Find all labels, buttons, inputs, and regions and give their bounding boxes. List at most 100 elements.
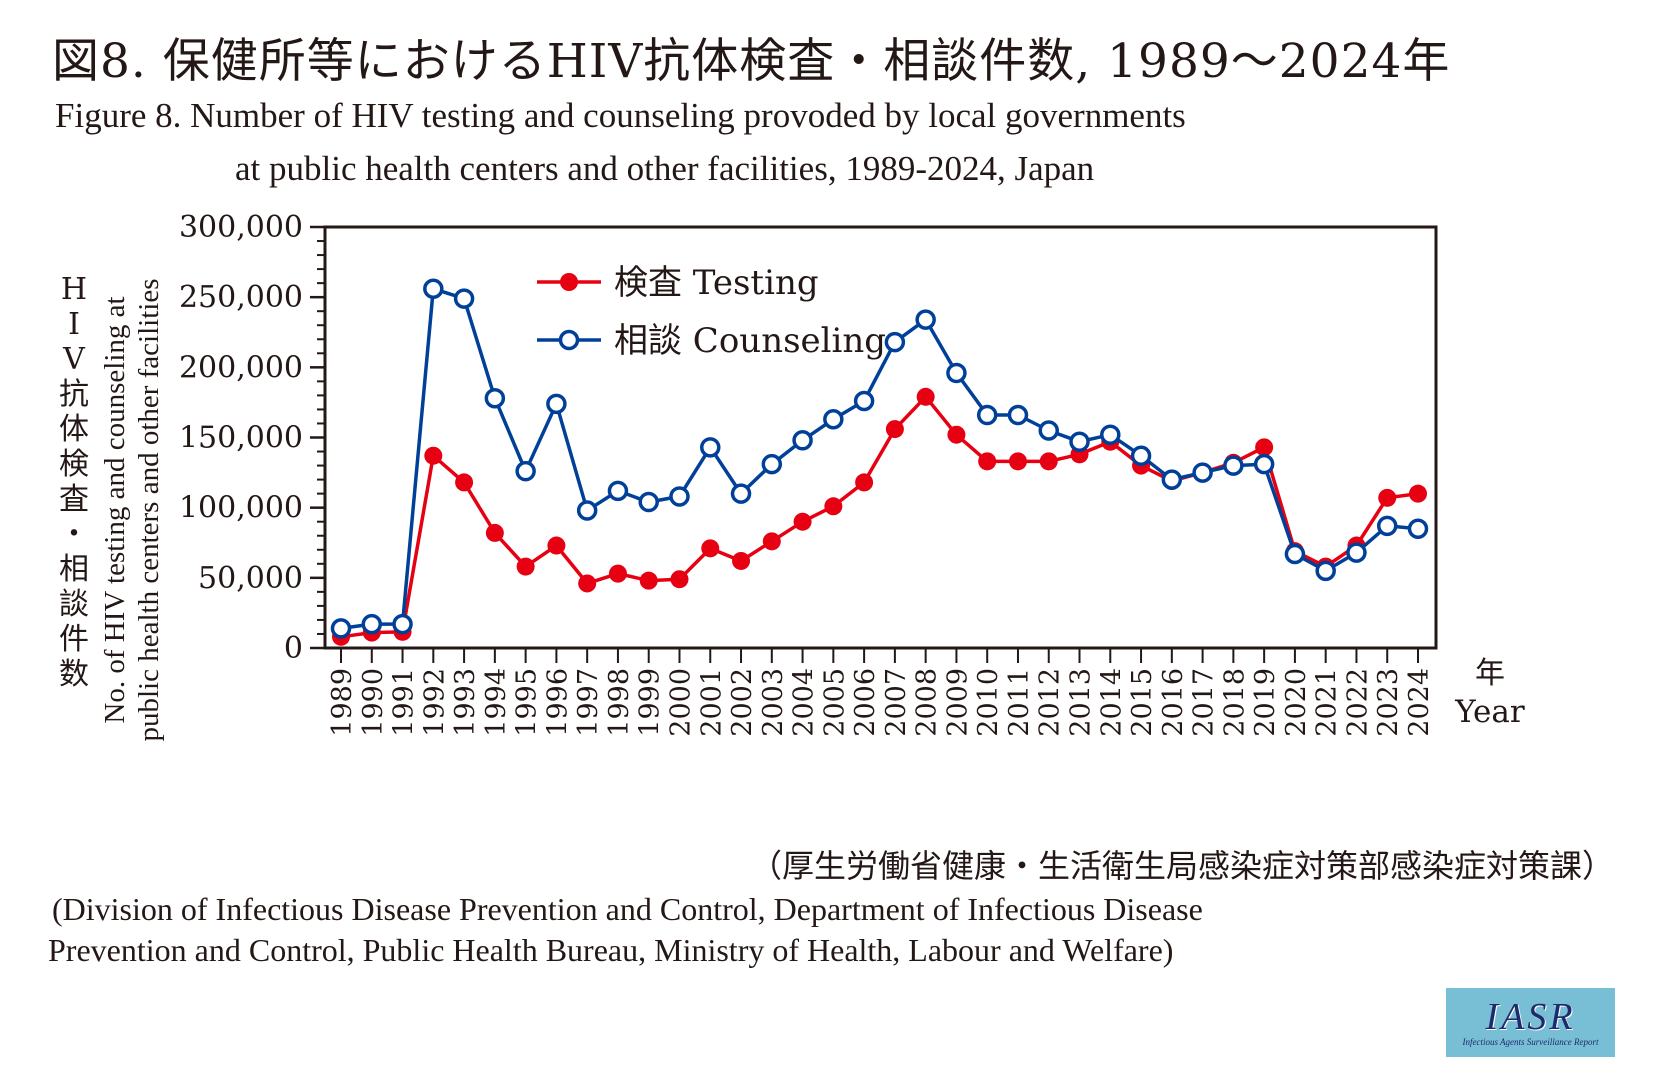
- x-tick-label: 2013: [1066, 668, 1097, 737]
- data-point: [763, 532, 781, 550]
- legend-label: 相談 Counseling: [614, 321, 886, 361]
- x-tick-label: 1994: [481, 668, 512, 737]
- data-point: [548, 395, 565, 412]
- data-point: [1071, 433, 1088, 450]
- data-point: [455, 473, 473, 491]
- data-point: [917, 388, 935, 406]
- data-point: [1317, 562, 1334, 579]
- plot-frame: [325, 227, 1436, 648]
- data-point: [579, 502, 596, 519]
- data-point: [855, 473, 873, 491]
- y-tick-label: 250,000: [179, 280, 303, 315]
- data-point: [794, 513, 812, 531]
- data-point: [763, 456, 780, 473]
- x-tick-label: 2010: [973, 668, 1004, 737]
- x-tick-label: 2024: [1404, 668, 1435, 737]
- x-axis-label-en: Year: [1454, 694, 1525, 730]
- data-point: [948, 364, 965, 381]
- x-tick-label: 2007: [881, 668, 912, 737]
- data-point: [824, 497, 842, 515]
- data-point: [886, 334, 903, 351]
- y-tick-label: 100,000: [179, 491, 303, 526]
- data-point: [671, 488, 688, 505]
- data-point: [1194, 464, 1211, 481]
- x-tick-label: 2020: [1281, 668, 1312, 737]
- x-tick-label: 2022: [1342, 668, 1373, 737]
- legend-label: 検査 Testing: [614, 263, 819, 303]
- chart-axes: 0 50,000 100,000 150,000 200,000 250,000 300,0…: [179, 210, 1525, 737]
- x-tick-label: 2004: [789, 668, 820, 737]
- data-point: [609, 565, 627, 583]
- x-tick-label: 2023: [1373, 668, 1404, 737]
- source-credit-en-line2: Prevention and Control, Public Health Bu…: [48, 930, 1173, 970]
- x-tick-label: 2006: [850, 668, 881, 737]
- data-point: [609, 482, 626, 499]
- data-point: [486, 524, 504, 542]
- iasr-logo-subtitle: Infectious Agents Surveillance Report: [1462, 1036, 1598, 1048]
- data-point: [333, 620, 350, 637]
- data-point: [1348, 544, 1365, 561]
- x-tick-label: 2005: [819, 668, 850, 737]
- x-tick-label: 2009: [942, 668, 973, 737]
- data-point: [1379, 517, 1396, 534]
- data-point: [825, 411, 842, 428]
- iasr-logo-text: IASR: [1485, 998, 1575, 1036]
- data-point: [978, 452, 996, 470]
- data-point: [1286, 545, 1303, 562]
- x-tick-label: 1997: [573, 668, 604, 737]
- data-point: [1040, 452, 1058, 470]
- data-point: [1009, 407, 1026, 424]
- data-point: [456, 290, 473, 307]
- data-point: [979, 407, 996, 424]
- data-point: [856, 393, 873, 410]
- x-tick-label: 1990: [358, 668, 389, 737]
- data-point: [1163, 471, 1180, 488]
- x-tick-label: 1991: [389, 668, 420, 737]
- data-point: [794, 432, 811, 449]
- x-tick-label: 2015: [1127, 668, 1158, 737]
- data-point: [363, 616, 380, 633]
- x-tick-label: 2019: [1250, 668, 1281, 737]
- y-tick-label: 150,000: [179, 421, 303, 456]
- data-point: [701, 539, 719, 557]
- source-credit-en-line1: (Division of Infectious Disease Preventi…: [52, 889, 1203, 929]
- data-point: [1378, 489, 1396, 507]
- x-tick-label: 2014: [1096, 668, 1127, 737]
- data-point: [1009, 452, 1027, 470]
- y-tick-label: 200,000: [179, 350, 303, 385]
- legend-item: 相談 Counseling: [537, 321, 886, 361]
- x-tick-label: 2011: [1004, 668, 1035, 737]
- data-point: [486, 390, 503, 407]
- data-point: [394, 616, 411, 633]
- data-point: [732, 552, 750, 570]
- x-tick-label: 1995: [512, 668, 543, 737]
- x-tick-label: 2021: [1312, 668, 1343, 737]
- data-point: [640, 494, 657, 511]
- data-point: [1410, 520, 1427, 537]
- x-tick-label: 2016: [1158, 668, 1189, 737]
- iasr-logo: IASR Infectious Agents Surveillance Repo…: [1446, 988, 1615, 1057]
- x-tick-label: 2008: [912, 668, 943, 737]
- x-tick-label: 1989: [327, 668, 358, 737]
- x-tick-label: 1996: [542, 668, 573, 737]
- data-point: [670, 570, 688, 588]
- y-tick-label: 300,000: [179, 210, 303, 245]
- x-tick-label: 2017: [1189, 668, 1220, 737]
- data-point: [1255, 438, 1273, 456]
- source-credit-jp: （厚生労働省健康・生活衛生局感染症対策部感染症対策課）: [750, 846, 1614, 886]
- x-tick-label: 1998: [604, 668, 635, 737]
- data-point: [1040, 422, 1057, 439]
- series-line: [341, 397, 1418, 637]
- data-point: [517, 558, 535, 576]
- data-point: [917, 311, 934, 328]
- legend-marker: [561, 332, 578, 349]
- y-tick-label: 0: [284, 631, 303, 666]
- data-point: [578, 574, 596, 592]
- legend-item: 検査 Testing: [537, 263, 819, 303]
- data-point: [733, 485, 750, 502]
- x-tick-label: 2003: [758, 668, 789, 737]
- y-tick-label: 50,000: [198, 561, 303, 596]
- data-point: [1409, 485, 1427, 503]
- x-axis-label-jp: 年: [1475, 656, 1505, 691]
- data-point: [702, 439, 719, 456]
